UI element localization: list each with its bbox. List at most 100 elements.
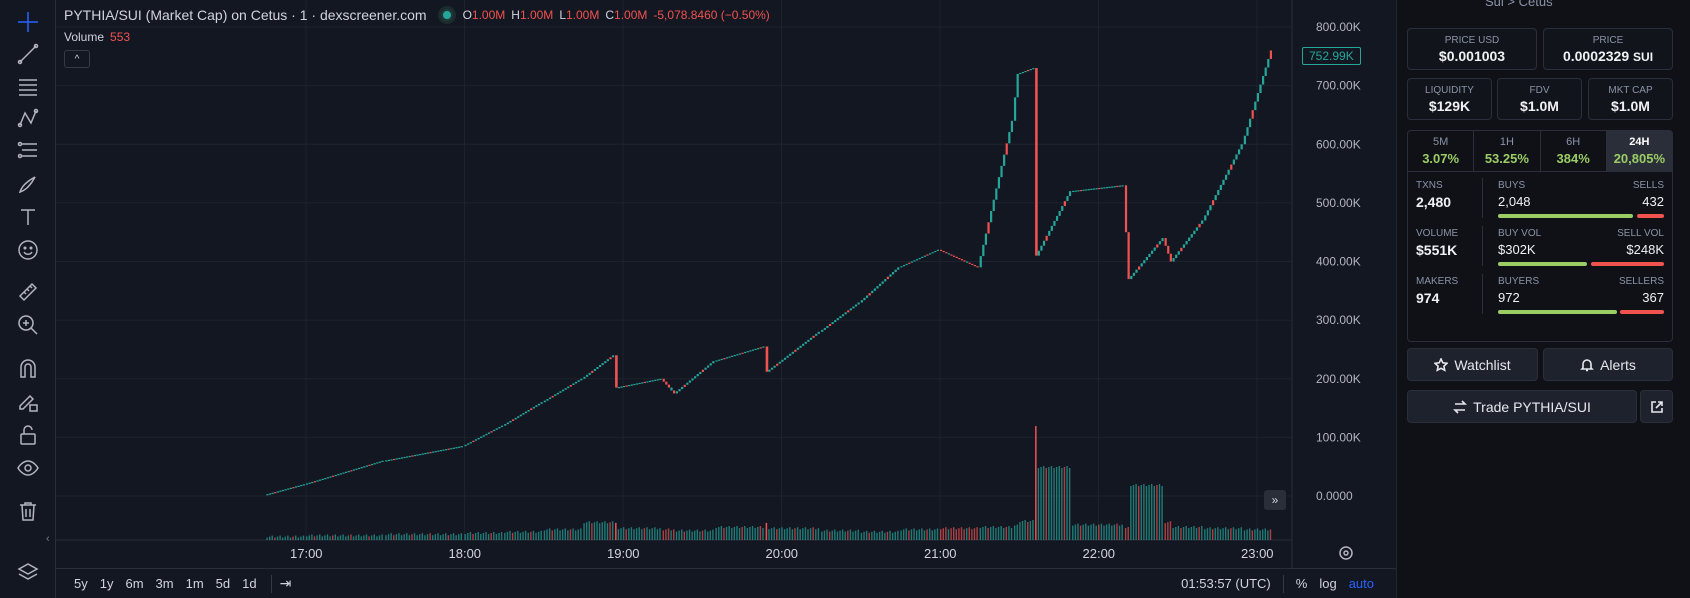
volume-bar — [868, 532, 870, 540]
tab-24h[interactable]: 24H 20,805% — [1606, 131, 1672, 171]
candle — [532, 406, 535, 409]
ruler-icon[interactable] — [14, 278, 42, 306]
scroll-to-realtime-button[interactable]: » — [1264, 490, 1286, 510]
volume-bar — [429, 533, 431, 540]
candle — [1066, 196, 1069, 202]
candle — [1035, 68, 1038, 256]
volume-bar — [1016, 524, 1018, 540]
candle — [931, 252, 934, 254]
candle — [799, 345, 802, 348]
brush-icon[interactable] — [14, 170, 42, 198]
volume-bar — [1061, 468, 1063, 540]
crosshair-icon[interactable] — [14, 8, 42, 36]
trash-icon[interactable] — [14, 497, 42, 525]
candle — [701, 369, 705, 372]
candle — [728, 356, 731, 358]
candle — [432, 451, 435, 453]
candle — [958, 257, 961, 260]
candle — [1264, 67, 1267, 77]
volume-bar — [1217, 527, 1219, 540]
chart-settings-icon[interactable] — [1338, 545, 1356, 563]
volume-bar — [355, 535, 357, 540]
horizontal-lines-icon[interactable] — [14, 72, 42, 100]
buyvol-sellvol-bar — [1498, 262, 1664, 266]
auto-toggle[interactable]: auto — [1348, 576, 1374, 591]
volume-bar — [588, 521, 590, 540]
zoom-in-icon[interactable] — [14, 311, 42, 339]
eye-icon[interactable] — [14, 454, 42, 482]
date-range-icon[interactable]: ⇥ — [279, 575, 292, 591]
range-6m[interactable]: 6m — [125, 576, 144, 591]
tab-5m[interactable]: 5M 3.07% — [1408, 131, 1475, 171]
candle — [968, 262, 971, 264]
volume-bar — [894, 531, 896, 540]
tab-6h[interactable]: 6H 384% — [1541, 131, 1607, 171]
range-5y[interactable]: 5y — [74, 576, 88, 591]
percent-toggle[interactable]: % — [1295, 576, 1308, 591]
lock-drawing-icon[interactable] — [14, 388, 42, 416]
candle — [757, 348, 760, 350]
volume-bar — [995, 528, 997, 540]
collapse-legend-icon[interactable]: ^ — [64, 50, 90, 68]
range-5d[interactable]: 5d — [215, 576, 231, 591]
volume-bar — [1190, 527, 1193, 540]
candle — [1077, 190, 1080, 192]
volume-bar — [725, 527, 728, 540]
tab-1h[interactable]: 1H 53.25% — [1474, 131, 1541, 171]
text-icon[interactable] — [14, 203, 42, 231]
candle — [736, 354, 739, 356]
volume-bar — [342, 534, 344, 540]
candle — [902, 265, 906, 267]
pattern-icon[interactable] — [14, 104, 42, 132]
magnet-icon[interactable] — [14, 355, 42, 383]
volume-bar — [598, 523, 601, 540]
volume-bar — [561, 529, 564, 540]
price-chart[interactable]: 800.00K 700.00K 600.00K 500.00K 400.00K 300.0… — [56, 0, 1396, 568]
volume-bar — [332, 535, 334, 540]
volume-stat-value: $551K — [1416, 242, 1458, 258]
volume-bar — [437, 533, 439, 540]
alerts-button[interactable]: Alerts — [1543, 348, 1673, 381]
volume-bar — [398, 533, 400, 540]
collapse-toolbar-icon[interactable]: ‹ — [46, 533, 50, 545]
volume-bar — [326, 534, 329, 540]
volume-bar — [675, 531, 678, 540]
fib-retracement-icon[interactable] — [14, 136, 42, 164]
candle — [659, 378, 662, 380]
candle — [530, 408, 533, 411]
candle — [1182, 244, 1186, 248]
unlock-icon[interactable] — [14, 421, 42, 449]
volume-bar — [1254, 529, 1256, 540]
volume-bars — [266, 426, 1272, 540]
trend-line-icon[interactable] — [14, 40, 42, 68]
chain-breadcrumb[interactable]: Sui > Cetus — [1485, 0, 1553, 9]
volume-bar — [1103, 525, 1105, 540]
layers-icon[interactable] — [14, 558, 42, 586]
volume-bar — [704, 529, 706, 540]
candle — [1021, 71, 1025, 74]
range-3m[interactable]: 3m — [155, 576, 174, 591]
candle — [831, 322, 834, 325]
candle — [593, 368, 596, 371]
emoji-icon[interactable] — [14, 236, 42, 264]
range-1d[interactable]: 1d — [242, 576, 257, 591]
range-1y[interactable]: 1y — [99, 576, 114, 591]
external-link-button[interactable] — [1640, 390, 1673, 423]
volume-bar — [495, 534, 498, 540]
candle — [1050, 225, 1053, 231]
candle — [1143, 260, 1146, 264]
trade-button[interactable]: Trade PYTHIA/SUI — [1407, 390, 1637, 423]
candle — [625, 385, 628, 387]
log-toggle[interactable]: log — [1319, 576, 1337, 591]
chart-area[interactable]: 800.00K 700.00K 600.00K 500.00K 400.00K 300.0… — [56, 0, 1396, 598]
candle — [1068, 191, 1072, 197]
volume-bar — [1098, 524, 1100, 540]
volume-bar — [1269, 529, 1272, 540]
range-1m[interactable]: 1m — [185, 576, 204, 591]
volume-bar — [1105, 524, 1108, 540]
clock-readout[interactable]: 01:53:57 (UTC) — [1181, 576, 1271, 591]
watchlist-button[interactable]: Watchlist — [1407, 348, 1538, 381]
candle — [601, 363, 604, 366]
candle — [847, 310, 850, 313]
open-value: O1.00M — [462, 8, 506, 22]
